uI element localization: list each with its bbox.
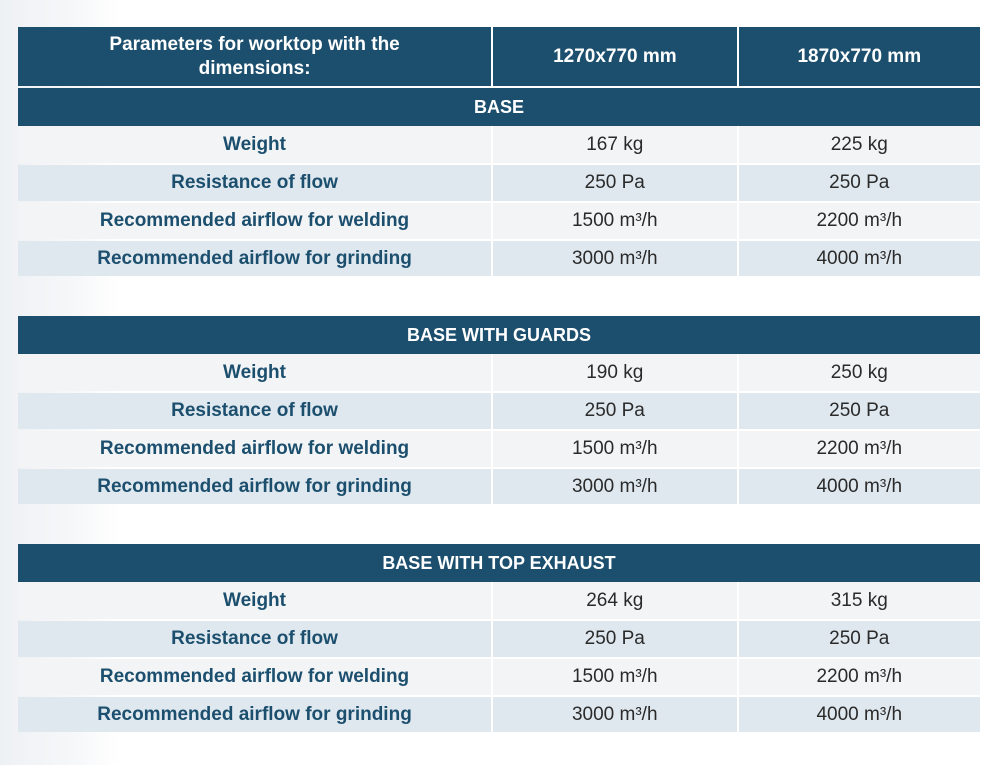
header-col-1870: 1870x770 mm [738, 27, 980, 86]
row-value-1: 3000 m³/h [493, 241, 737, 276]
header-col-1270: 1270x770 mm [493, 27, 737, 86]
table-row: Recommended airflow for grinding 3000 m³… [18, 241, 980, 276]
row-label: Recommended airflow for welding [18, 431, 492, 467]
table-row: Weight 264 kg 315 kg [18, 582, 980, 619]
row-value-1: 3000 m³/h [493, 697, 737, 732]
row-label: Weight [18, 582, 492, 619]
row-value-1: 1500 m³/h [493, 203, 737, 239]
row-value-2: 4000 m³/h [738, 697, 980, 732]
row-label: Recommended airflow for welding [18, 659, 492, 695]
row-label: Resistance of flow [18, 621, 492, 657]
row-label: Resistance of flow [18, 165, 492, 201]
row-value-2: 4000 m³/h [738, 469, 980, 504]
table-row: Recommended airflow for welding 1500 m³/… [18, 659, 980, 695]
row-value-2: 2200 m³/h [738, 203, 980, 239]
row-value-2: 2200 m³/h [738, 431, 980, 467]
header-param-label: Parameters for worktop with the dimensio… [18, 27, 492, 86]
table-row: Recommended airflow for grinding 3000 m³… [18, 697, 980, 732]
section-title-base-with-guards: BASE WITH GUARDS [18, 316, 980, 354]
table-row: Recommended airflow for welding 1500 m³/… [18, 431, 980, 467]
row-value-2: 225 kg [738, 126, 980, 163]
row-value-2: 250 Pa [738, 165, 980, 201]
table-row: Weight 190 kg 250 kg [18, 354, 980, 391]
row-value-1: 1500 m³/h [493, 431, 737, 467]
row-value-1: 250 Pa [493, 165, 737, 201]
row-label: Recommended airflow for grinding [18, 469, 492, 504]
row-label: Recommended airflow for grinding [18, 697, 492, 732]
row-label: Weight [18, 126, 492, 163]
row-value-1: 3000 m³/h [493, 469, 737, 504]
row-value-2: 4000 m³/h [738, 241, 980, 276]
table-row: Weight 167 kg 225 kg [18, 126, 980, 163]
row-value-2: 250 kg [738, 354, 980, 391]
row-label: Weight [18, 354, 492, 391]
table-row: Resistance of flow 250 Pa 250 Pa [18, 393, 980, 429]
table-header: Parameters for worktop with the dimensio… [18, 27, 980, 86]
section-title-base-with-top-exhaust: BASE WITH TOP EXHAUST [18, 544, 980, 582]
row-label: Recommended airflow for grinding [18, 241, 492, 276]
row-value-1: 1500 m³/h [493, 659, 737, 695]
row-value-2: 250 Pa [738, 621, 980, 657]
table-row: Resistance of flow 250 Pa 250 Pa [18, 621, 980, 657]
row-value-1: 264 kg [493, 582, 737, 619]
row-value-2: 2200 m³/h [738, 659, 980, 695]
table-row: Recommended airflow for grinding 3000 m³… [18, 469, 980, 504]
row-value-2: 250 Pa [738, 393, 980, 429]
table-row: Resistance of flow 250 Pa 250 Pa [18, 165, 980, 201]
row-value-1: 167 kg [493, 126, 737, 163]
row-value-1: 250 Pa [493, 393, 737, 429]
row-value-2: 315 kg [738, 582, 980, 619]
table-row: Recommended airflow for welding 1500 m³/… [18, 203, 980, 239]
row-value-1: 190 kg [493, 354, 737, 391]
row-label: Recommended airflow for welding [18, 203, 492, 239]
section-title-base: BASE [18, 88, 980, 126]
row-value-1: 250 Pa [493, 621, 737, 657]
row-label: Resistance of flow [18, 393, 492, 429]
